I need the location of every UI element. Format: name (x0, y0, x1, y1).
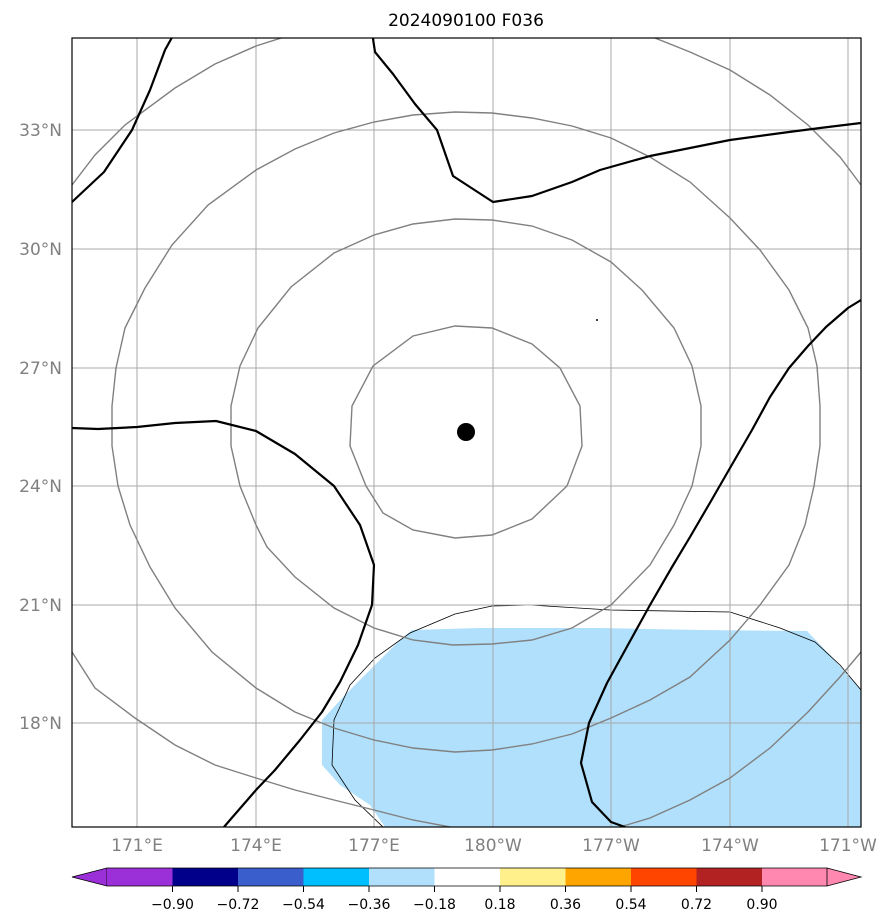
figure-title: 2024090100 F036 (388, 11, 544, 31)
lon-label: 171°W (819, 836, 877, 856)
colorbar-tick-label: −0.90 (151, 897, 194, 913)
colorbar-segment (762, 868, 827, 886)
lat-label: 18°N (19, 714, 62, 734)
map-area (72, 38, 861, 827)
small-dot-marker (596, 319, 598, 321)
lon-label: 171°E (111, 836, 163, 856)
lon-label: 180°W (464, 836, 522, 856)
colorbar-tick-label: 0.18 (484, 897, 515, 913)
bold-line-north (371, 38, 861, 204)
colorbar-segment (238, 868, 304, 886)
colorbar-tick-label: 0.54 (615, 897, 646, 913)
lon-label: 177°W (582, 836, 640, 856)
shaded-anomaly-region (322, 628, 861, 827)
colorbar-tick-label: −0.36 (348, 897, 391, 913)
colorbar-segment (500, 868, 566, 886)
lat-label: 24°N (19, 477, 62, 497)
map-frame (71, 37, 862, 828)
lat-label: 33°N (19, 121, 62, 141)
gray-contours (72, 38, 861, 827)
colorbar-segment (369, 868, 435, 886)
colorbar-segment (631, 868, 697, 886)
colorbar: −0.90 −0.72 −0.54 −0.36 −0.18 0.18 0.36 … (71, 867, 863, 913)
colorbar-ticks (172, 886, 763, 892)
colorbar-extend-low (71, 867, 108, 887)
lon-label: 174°E (230, 836, 282, 856)
colorbar-tick-label: −0.18 (413, 897, 456, 913)
lat-tick-labels: 33°N 30°N 27°N 24°N 21°N 18°N (19, 121, 62, 734)
colorbar-tick-label: 0.90 (746, 897, 777, 913)
contour-ring-1 (349, 325, 583, 539)
lon-tick-labels: 171°E 174°E 177°E 180°W 177°W 174°W 171°… (111, 836, 877, 856)
colorbar-tick-label: −0.72 (217, 897, 260, 913)
bold-line-northwest (72, 38, 173, 203)
contour-ring-4 (72, 38, 861, 827)
colorbar-tick-label: −0.54 (282, 897, 325, 913)
colorbar-segment (107, 868, 173, 886)
colorbar-tick-label: 0.36 (550, 897, 581, 913)
contour-ring-2 (230, 218, 702, 646)
lat-label: 30°N (19, 240, 62, 260)
contour-ring-3 (111, 111, 821, 753)
colorbar-segment (303, 868, 369, 886)
bold-line-west (72, 419, 376, 827)
gridlines (72, 38, 861, 827)
storm-center-marker (457, 423, 475, 441)
colorbar-extend-high (826, 867, 863, 887)
lon-label: 174°W (701, 836, 759, 856)
colorbar-segment (434, 868, 500, 886)
lat-label: 27°N (19, 359, 62, 379)
bold-line-east (579, 299, 861, 827)
colorbar-segment (696, 868, 762, 886)
colorbar-segment (172, 868, 238, 886)
colorbar-segment (565, 868, 631, 886)
colorbar-outline (107, 867, 827, 887)
lat-label: 21°N (19, 596, 62, 616)
bold-lines (72, 38, 861, 827)
colorbar-tick-label: 0.72 (681, 897, 712, 913)
thin-contour (331, 604, 861, 827)
lon-label: 177°E (348, 836, 400, 856)
